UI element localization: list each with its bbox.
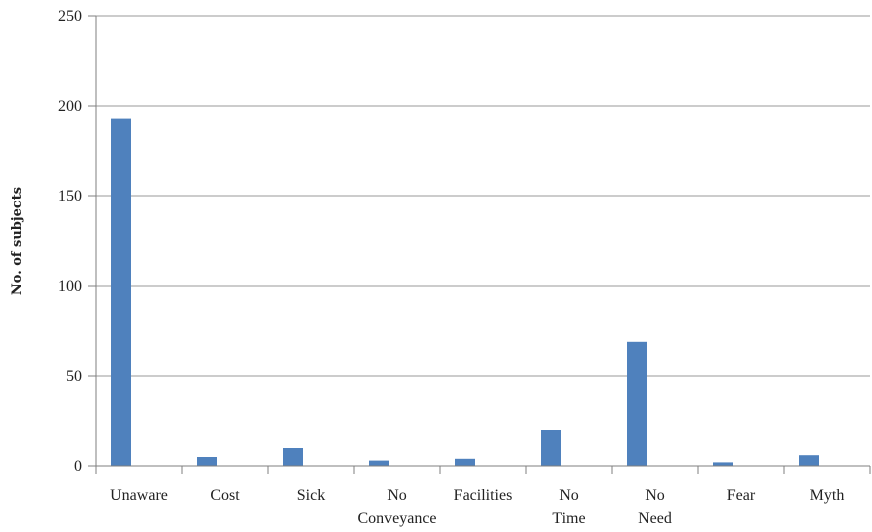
x-tick-label-line: Cost [210,487,240,504]
bar [369,460,389,466]
x-tick-label-line: No [387,487,407,504]
bar [799,455,819,466]
x-axis-ticks: Unaware Cost Sick No Conveyance Facilities No T… [95,466,871,527]
x-tick-label: No Time [552,487,585,527]
bar [713,462,733,466]
x-tick-label: No Need [638,487,672,527]
x-tick-label-line: No [559,487,579,504]
y-tick-label: 250 [58,8,82,25]
x-tick-label: Cost [210,487,240,504]
x-tick-label: No Conveyance [357,487,436,527]
y-tick-label: 100 [58,278,82,295]
x-tick-label-line: Need [638,510,672,527]
x-tick-label: Myth [810,487,845,504]
x-tick-label-line: No [645,487,665,504]
x-tick-label-line: Unaware [110,487,168,504]
x-tick-label-line: Fear [727,487,756,504]
x-tick-label-line: Conveyance [357,510,436,527]
bar [197,457,217,466]
bar [111,118,131,466]
y-tick-label: 0 [74,458,82,475]
bars [111,118,819,466]
gridlines [96,15,870,377]
y-tick-label: 200 [58,98,82,115]
bar [455,458,475,466]
x-tick-label: Unaware [110,487,168,504]
x-tick-label-line: Myth [810,487,845,504]
y-axis-title: No. of subjects [10,187,25,295]
x-tick-label-line: Time [552,510,585,527]
y-axis-ticks: 0 50 100 150 200 250 [58,8,96,475]
bar [627,341,647,466]
bar [541,430,561,466]
bar [283,448,303,466]
x-tick-label-line: Facilities [454,487,513,504]
x-tick-label: Sick [297,487,325,504]
x-tick-label: Facilities [454,487,513,504]
y-tick-label: 150 [58,188,82,205]
x-tick-label-line: Sick [297,487,325,504]
y-tick-label: 50 [66,368,82,385]
x-tick-label: Fear [727,487,756,504]
